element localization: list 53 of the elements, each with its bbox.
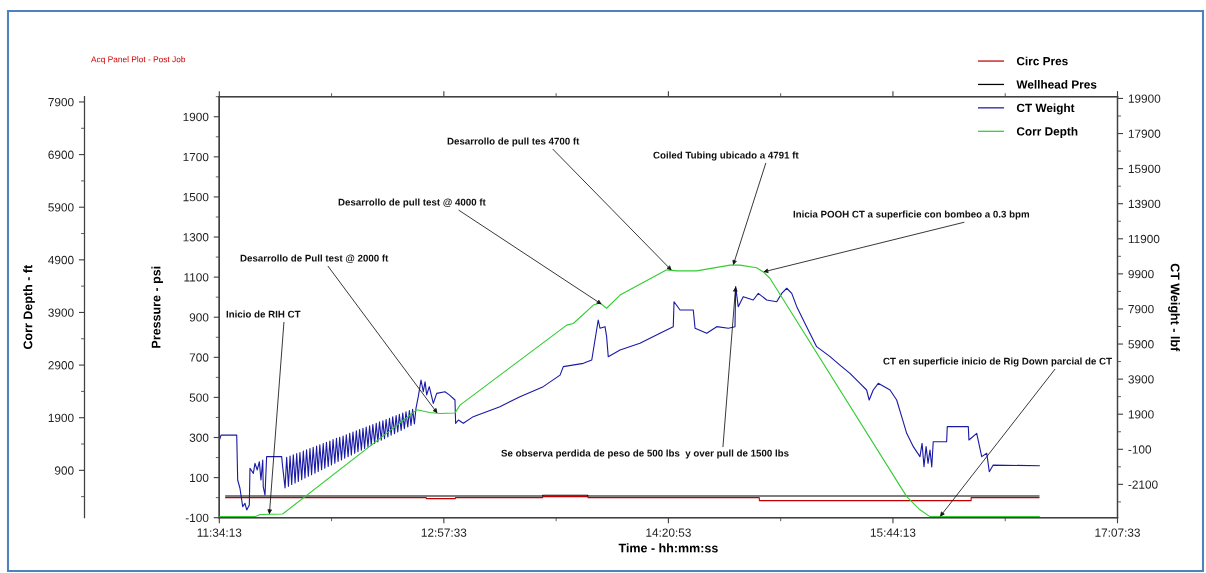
y3-tick-label: 1500 xyxy=(183,192,209,202)
y2-tick-label: -100 xyxy=(1128,445,1152,454)
x-tick-label: 12:57:33 xyxy=(421,528,467,537)
y2-tick-label: 3900 xyxy=(1128,375,1154,384)
x-tick-label: 14:20:53 xyxy=(646,528,691,537)
y2-tick-label: 11900 xyxy=(1128,234,1160,244)
annotation: Inicia POOH CT a superficie con bombeo a 0.3 bpm xyxy=(793,210,1030,220)
x-axis-title: Time - hh:mm:ss xyxy=(618,543,718,553)
y-tick-label: 900 xyxy=(54,466,74,475)
legend-label: Circ Pres xyxy=(1016,56,1068,66)
y-tick-label: 5900 xyxy=(48,203,74,212)
y2-tick-label: 7900 xyxy=(1128,304,1154,314)
annotation: Inicio de RIH CT xyxy=(226,310,301,318)
text: Acq Panel Plot - Post Job xyxy=(91,56,186,64)
y3-tick-label: 1700 xyxy=(183,152,209,162)
y-tick-label: 7900 xyxy=(48,98,74,107)
y3-axis-title: Pressure - psi xyxy=(151,266,163,348)
annotation: Se observa perdida de peso de 500 lbs y over pull de 1500 lbs xyxy=(501,449,789,459)
legend-label: Wellhead Pres xyxy=(1016,80,1097,89)
y3-tick-label: 1900 xyxy=(183,112,209,122)
annotation: Desarrollo de pull test @ 4000 ft xyxy=(338,198,486,208)
annotation: Coiled Tubing ubicado a 4791 ft xyxy=(653,151,799,161)
y-axis-title: Corr Depth - ft xyxy=(23,265,35,350)
y2-tick-label: 1900 xyxy=(1128,410,1154,419)
y3-tick-label: 900 xyxy=(189,313,209,322)
y2-axis-title: CT Weight - lbf xyxy=(1168,263,1180,352)
y2-tick-label: 9900 xyxy=(1128,269,1154,279)
annotation: Desarrollo de Pull test @ 2000 ft xyxy=(240,254,389,264)
y2-tick-label: 5900 xyxy=(1128,340,1154,349)
annotation: CT en superficie inicio de Rig Down parcial de CT xyxy=(883,357,1112,367)
y-tick-label: 1900 xyxy=(48,413,74,423)
y3-tick-label: 700 xyxy=(189,353,209,362)
y3-tick-label: 1100 xyxy=(184,273,209,282)
x-tick-label: 11:34:13 xyxy=(197,528,242,537)
y3-tick-label: 500 xyxy=(189,393,209,402)
y-tick-label: 6900 xyxy=(48,150,74,159)
legend-label: CT Weight xyxy=(1016,103,1075,115)
x-tick-label: 17:07:33 xyxy=(1095,528,1140,537)
y-tick-label: 4900 xyxy=(48,255,74,265)
y3-tick-label: 100 xyxy=(190,473,209,482)
y-tick-label: 3900 xyxy=(48,308,74,317)
y2-tick-label: 19900 xyxy=(1128,94,1161,103)
y3-tick-label: 1300 xyxy=(183,233,209,242)
y2-tick-label: 13900 xyxy=(1128,199,1161,209)
y2-tick-label: 15900 xyxy=(1128,164,1161,174)
y2-tick-label: -2100 xyxy=(1128,480,1158,489)
y2-tick-label: 17900 xyxy=(1128,129,1161,138)
y3-tick-label: 300 xyxy=(189,433,209,442)
legend-label: Corr Depth xyxy=(1016,126,1078,138)
y3-tick-label: -100 xyxy=(185,513,209,523)
y-tick-label: 2900 xyxy=(48,361,74,370)
x-tick-label: 15:44:13 xyxy=(870,528,916,537)
annotation: Desarrollo de pull tes 4700 ft xyxy=(447,137,580,147)
